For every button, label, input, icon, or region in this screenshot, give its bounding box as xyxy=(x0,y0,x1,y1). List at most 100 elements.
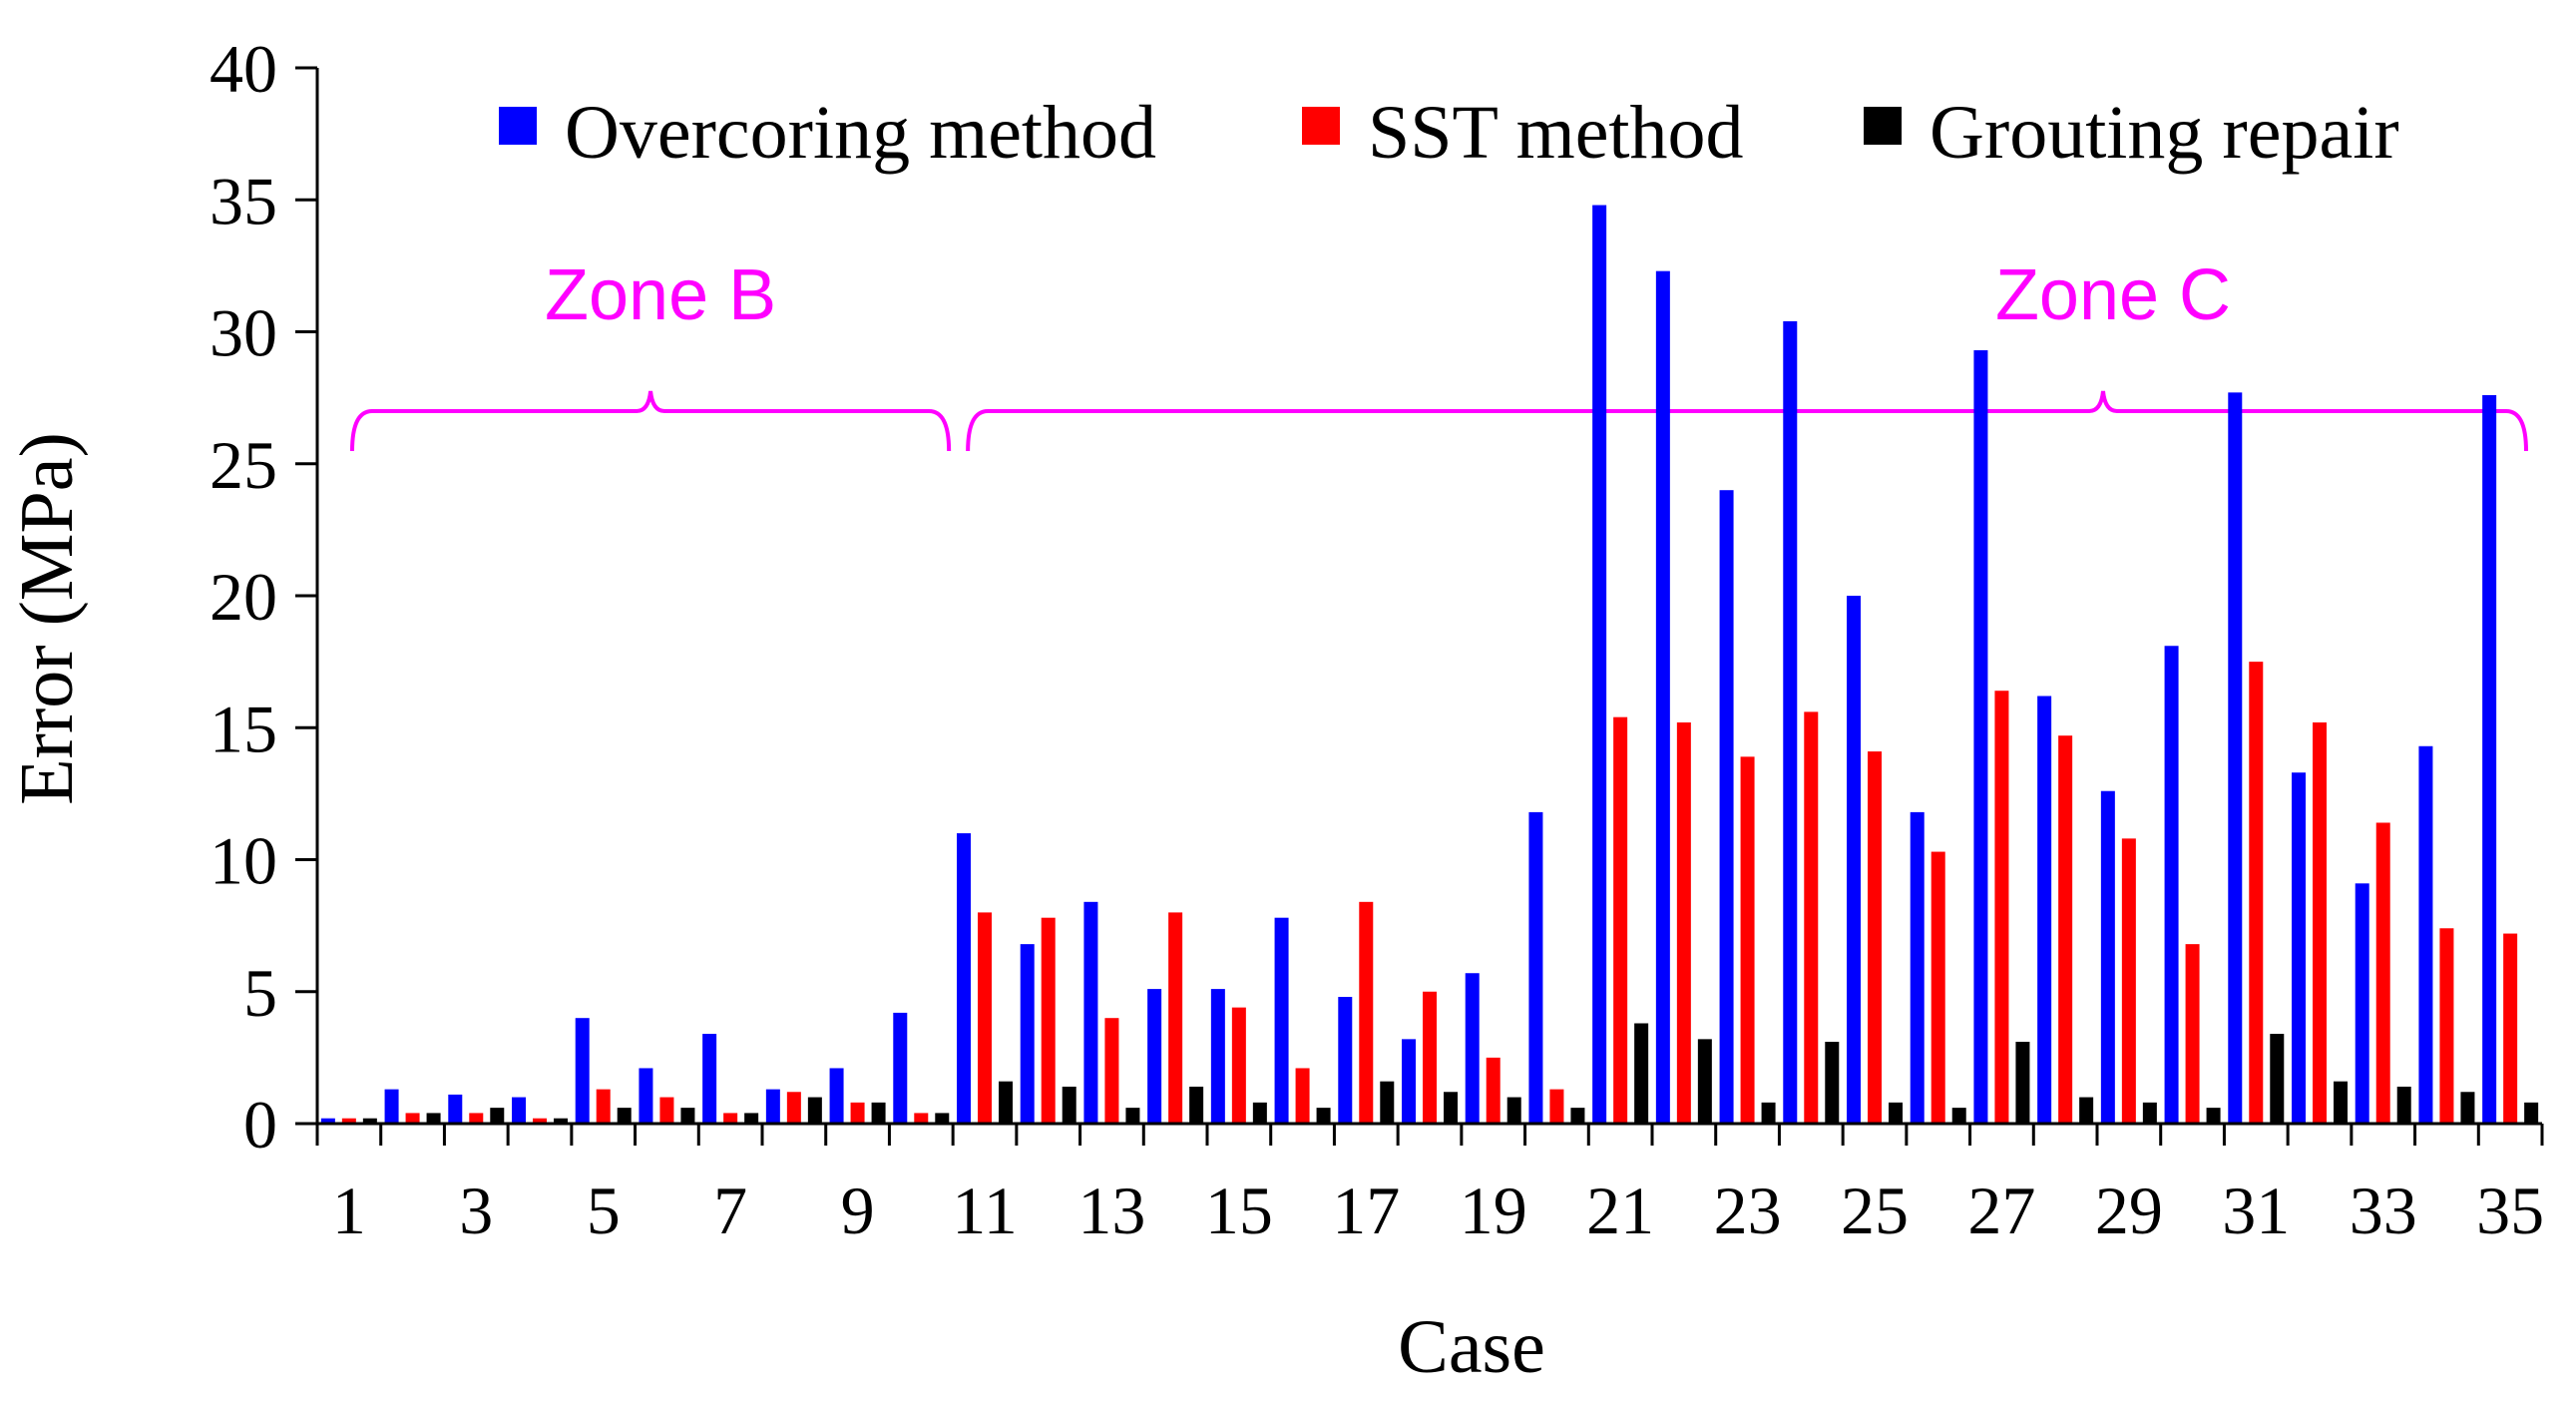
bar-case-30 xyxy=(2185,944,2200,1124)
x-tick-label: 5 xyxy=(587,1173,621,1248)
series-sst-method xyxy=(341,662,2518,1124)
x-tick-label: 33 xyxy=(2350,1173,2417,1248)
bar-case-26 xyxy=(1910,811,1925,1124)
x-tick-label: 27 xyxy=(1967,1173,2035,1248)
x-tick-label: 7 xyxy=(713,1173,747,1248)
bar-case-8 xyxy=(807,1097,822,1124)
legend-swatch xyxy=(1302,107,1340,145)
x-tick-label: 23 xyxy=(1714,1173,1782,1248)
y-tick-label: 10 xyxy=(210,823,277,899)
bar-case-6 xyxy=(659,1097,674,1124)
bar-case-12 xyxy=(1062,1086,1076,1124)
bar-case-25 xyxy=(1889,1102,1903,1124)
legend-swatch xyxy=(499,107,537,145)
bar-case-34 xyxy=(2439,928,2454,1124)
legend-label: Grouting repair xyxy=(1930,91,2399,175)
bar-case-10 xyxy=(914,1113,929,1124)
bar-case-29 xyxy=(2121,838,2136,1124)
bar-case-13 xyxy=(1104,1018,1119,1124)
bar-case-1 xyxy=(320,1118,335,1124)
legend: Overcoring method SST method Grouting repa… xyxy=(499,91,2399,175)
series-overcoring-method xyxy=(320,205,2497,1125)
bar-case-20 xyxy=(1549,1089,1564,1124)
bar-case-10 xyxy=(893,1012,908,1124)
y-tick-label: 35 xyxy=(210,163,277,238)
bar-case-25 xyxy=(1868,751,1882,1124)
bar-case-21 xyxy=(1613,716,1628,1124)
bar-case-5 xyxy=(596,1089,611,1124)
bar-case-35 xyxy=(2524,1102,2539,1124)
bar-case-11 xyxy=(978,912,992,1124)
bar-case-2 xyxy=(426,1113,441,1124)
x-tick-label: 3 xyxy=(459,1173,493,1248)
bar-case-23 xyxy=(1761,1102,1776,1124)
bar-case-13 xyxy=(1125,1108,1140,1124)
bar-case-32 xyxy=(2334,1081,2348,1124)
y-tick-label: 25 xyxy=(210,427,277,503)
bar-case-15 xyxy=(1210,989,1225,1124)
bar-case-18 xyxy=(1402,1039,1416,1124)
bar-case-28 xyxy=(2079,1097,2094,1124)
bar-case-26 xyxy=(1951,1108,1966,1124)
bar-case-35 xyxy=(2503,933,2518,1124)
zone-label: Zone C xyxy=(1995,255,2231,335)
bar-case-20 xyxy=(1528,811,1543,1124)
bar-case-3 xyxy=(448,1094,463,1124)
bar-case-7 xyxy=(702,1034,717,1124)
x-tick-label: 1 xyxy=(332,1173,366,1248)
bar-case-27 xyxy=(2015,1042,2030,1124)
bar-case-35 xyxy=(2482,394,2497,1125)
y-tick-label: 40 xyxy=(210,31,277,107)
bar-case-13 xyxy=(1083,901,1098,1124)
x-tick-label: 25 xyxy=(1841,1173,1909,1248)
bar-case-8 xyxy=(765,1089,780,1124)
bar-case-20 xyxy=(1570,1108,1585,1124)
x-tick-label: 17 xyxy=(1332,1173,1400,1248)
y-tick-label: 5 xyxy=(243,955,277,1031)
bar-case-7 xyxy=(744,1113,759,1124)
bar-case-9 xyxy=(871,1102,886,1124)
legend-label: Overcoring method xyxy=(565,91,1156,175)
bar-case-32 xyxy=(2292,772,2306,1124)
bar-case-4 xyxy=(533,1118,547,1124)
bar-case-17 xyxy=(1338,997,1353,1124)
bar-case-16 xyxy=(1274,917,1289,1124)
zone-bracket xyxy=(966,390,2528,452)
bar-case-8 xyxy=(786,1092,801,1124)
bar-case-6 xyxy=(680,1108,695,1124)
x-tick-label: 9 xyxy=(841,1173,875,1248)
bar-case-34 xyxy=(2460,1092,2475,1124)
bar-case-31 xyxy=(2249,662,2264,1124)
legend-label: SST method xyxy=(1368,91,1744,175)
bar-case-33 xyxy=(2375,822,2390,1124)
bar-case-29 xyxy=(2142,1102,2157,1124)
x-tick-label: 35 xyxy=(2476,1173,2544,1248)
bar-case-16 xyxy=(1295,1068,1310,1124)
bar-case-1 xyxy=(362,1118,377,1124)
zone-bracket xyxy=(350,390,952,452)
bar-case-33 xyxy=(2396,1086,2411,1124)
bar-case-28 xyxy=(2058,735,2073,1124)
bar-case-24 xyxy=(1804,711,1819,1124)
bar-case-18 xyxy=(1444,1092,1458,1124)
bar-case-15 xyxy=(1231,1007,1246,1124)
bar-case-31 xyxy=(2228,392,2243,1125)
bar-case-11 xyxy=(957,833,971,1124)
x-tick-label: 29 xyxy=(2095,1173,2163,1248)
legend-swatch xyxy=(1864,107,1902,145)
y-tick-label: 30 xyxy=(210,295,277,371)
bar-case-9 xyxy=(850,1102,865,1124)
bar-case-19 xyxy=(1486,1057,1501,1124)
bar-case-4 xyxy=(554,1118,568,1124)
bars xyxy=(320,205,2539,1125)
bar-case-27 xyxy=(1973,350,1988,1124)
bar-case-17 xyxy=(1359,901,1374,1124)
bar-case-21 xyxy=(1592,205,1607,1125)
bar-case-6 xyxy=(639,1068,653,1124)
bar-case-22 xyxy=(1676,721,1691,1124)
bar-case-14 xyxy=(1168,912,1183,1124)
bar-case-5 xyxy=(575,1018,590,1124)
bar-case-7 xyxy=(723,1113,738,1124)
bar-case-30 xyxy=(2164,646,2179,1124)
